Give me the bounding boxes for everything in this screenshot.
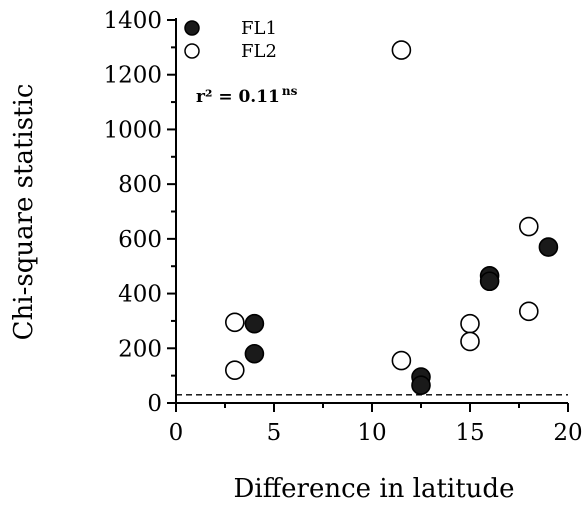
data-point-fl2 [225, 360, 245, 380]
y-tick-label: 600 [118, 227, 162, 253]
data-point-fl2 [518, 301, 539, 322]
legend-label-fl2: FL2 [241, 41, 277, 62]
x-tick-label: 5 [267, 420, 282, 446]
data-point-fl2 [225, 312, 245, 333]
y-tick-label: 1000 [103, 117, 162, 143]
legend-marker-fl1 [184, 20, 200, 36]
y-tick-label: 0 [147, 391, 162, 417]
x-tick-label: 20 [553, 420, 582, 446]
data-point-fl2 [518, 216, 539, 237]
y-tick-label: 400 [118, 282, 162, 308]
data-point-fl2 [460, 313, 480, 334]
data-point-fl1 [479, 271, 500, 292]
data-point-fl2 [460, 331, 480, 352]
y-tick-label: 1400 [103, 8, 162, 34]
data-point-fl2 [391, 350, 412, 371]
x-tick-label: 15 [455, 420, 484, 446]
r-squared-annotation: r² = 0.11 ns [196, 84, 298, 107]
legend-label-fl1: FL1 [241, 18, 277, 39]
data-point-fl1 [244, 313, 265, 334]
axes: 0 200 400 600 800 1000 1200 1400 0 5 10 15 20 [103, 8, 582, 446]
legend-marker-fl2 [184, 43, 200, 59]
y-tick-label: 800 [118, 172, 162, 198]
data-point-fl2 [391, 40, 412, 60]
x-tick-label: 10 [357, 420, 386, 446]
y-tick-label: 1200 [103, 63, 162, 89]
r-squared-text: r² = 0.11 [196, 87, 280, 107]
data-point-fl1 [411, 375, 431, 396]
x-axis-title: Difference in latitude [234, 474, 515, 504]
data-point-fl1 [538, 237, 559, 257]
data-points [225, 40, 559, 396]
x-tick-label: 0 [169, 420, 184, 446]
data-point-fl1 [244, 343, 265, 364]
y-tick-label: 200 [118, 336, 162, 362]
r-squared-significance: ns [282, 84, 298, 98]
legend: FL1 FL2 [184, 18, 277, 62]
y-axis-title: Chi-square statistic [9, 84, 39, 341]
